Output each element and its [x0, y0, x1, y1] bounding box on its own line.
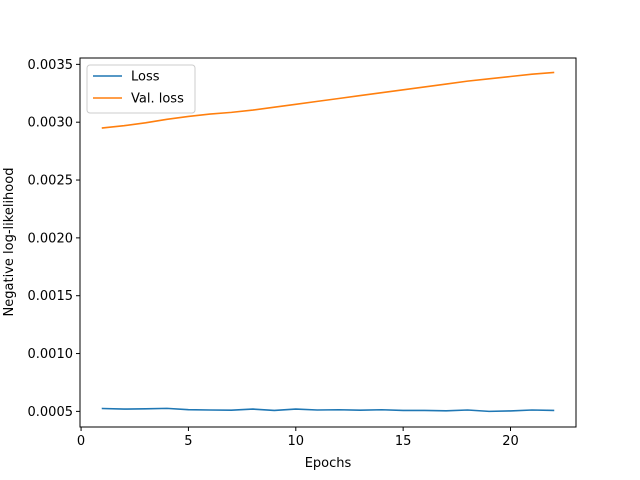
y-tick-label: 0.0035: [28, 58, 74, 73]
x-tick-label: 10: [288, 434, 305, 449]
y-tick-label: 0.0005: [28, 405, 74, 420]
y-axis-label: Negative log-likelihood: [2, 168, 17, 317]
y-tick-label: 0.0010: [28, 347, 74, 362]
y-tick-label: 0.0020: [28, 231, 74, 246]
series-layer: [101, 71, 555, 413]
x-tick-label: 5: [184, 434, 192, 449]
legend-label-val-loss: Val. loss: [131, 92, 184, 107]
y-tick-label: 0.0030: [28, 116, 74, 131]
series-line-val-loss: [101, 71, 555, 129]
y-tick-label: 0.0025: [28, 174, 74, 189]
series-line-loss: [101, 407, 555, 413]
x-tick-label: 0: [77, 434, 85, 449]
legend: Loss Val. loss: [86, 64, 196, 114]
legend-box: [86, 64, 196, 114]
y-tick-label: 0.0015: [28, 289, 74, 304]
x-tick-label: 20: [502, 434, 519, 449]
x-tick-label: 15: [395, 434, 412, 449]
y-ticks: 0.0005 0.0010 0.0015 0.0020 0.0025 0.0030 0.00…: [28, 58, 80, 420]
legend-label-loss: Loss: [131, 70, 160, 85]
plot-frame: [79, 57, 577, 428]
x-ticks: 0 5 10 15 20: [77, 427, 519, 449]
x-axis-label: Epochs: [305, 456, 352, 471]
